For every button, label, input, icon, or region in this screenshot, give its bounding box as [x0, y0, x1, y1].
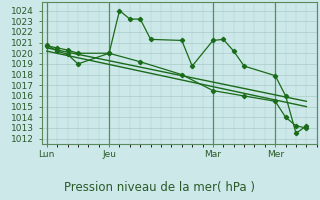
Text: Pression niveau de la mer( hPa ): Pression niveau de la mer( hPa ) — [65, 181, 255, 194]
